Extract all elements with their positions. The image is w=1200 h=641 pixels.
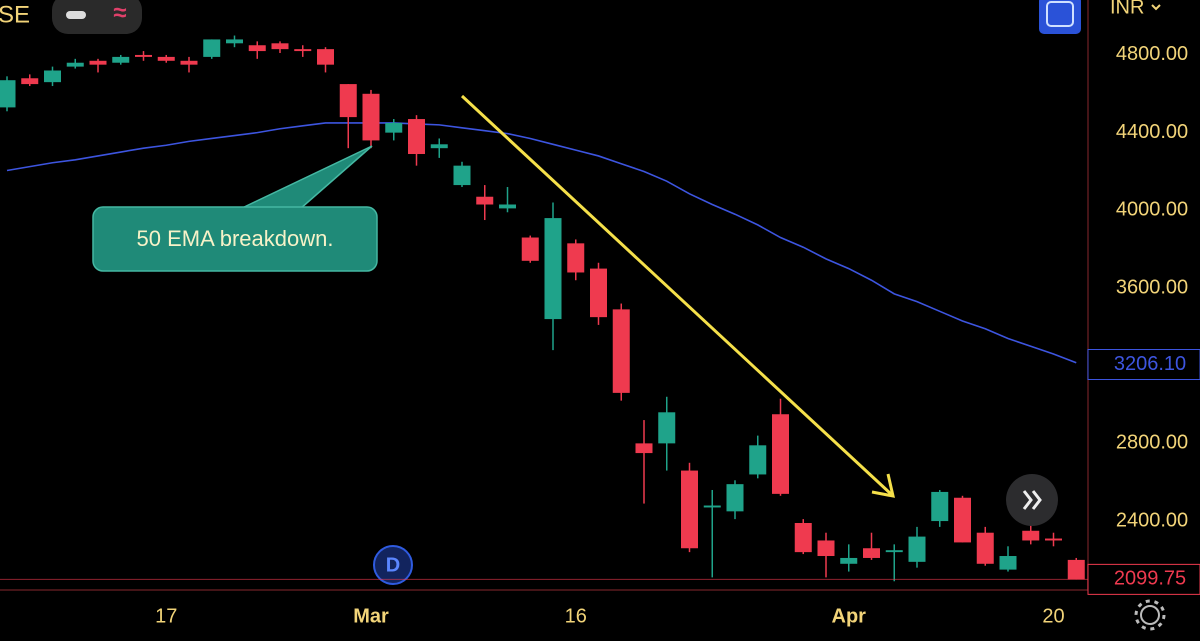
candle-body: [44, 70, 61, 83]
candle-body: [794, 522, 812, 553]
candle-body: [112, 56, 130, 63]
candle-body: [521, 237, 539, 261]
candle-body: [590, 268, 607, 318]
candle-body: [66, 62, 84, 67]
fullscreen-button[interactable]: [1039, 0, 1081, 34]
callout-box: [92, 206, 378, 272]
candle-body: [544, 218, 562, 320]
currency-chevron: [1151, 4, 1161, 11]
candle-body: [271, 43, 289, 50]
candle-body: [817, 540, 835, 557]
ema-price-box: [1087, 349, 1200, 381]
y-tick-label: 2800.00: [1116, 432, 1188, 454]
candle-body: [0, 80, 16, 108]
ema-price-label: 3206.10: [1114, 353, 1186, 375]
toggle-icon: [66, 11, 86, 19]
candle-body: [703, 505, 721, 508]
candle-body: [954, 497, 971, 543]
candle-body: [362, 93, 380, 141]
candle-body: [248, 45, 266, 52]
fullscreen-icon: [1046, 1, 1074, 27]
currency[interactable]: INR: [1110, 0, 1144, 18]
candle-body: [635, 443, 653, 454]
y-tick-label: 4400.00: [1116, 121, 1188, 143]
candle-body: [976, 532, 994, 564]
y-tick-label: 3600.00: [1116, 276, 1188, 298]
interval-label: D: [386, 554, 400, 576]
candle-body: [885, 550, 903, 553]
candle-body: [21, 78, 39, 85]
candle-body: [385, 122, 403, 133]
candle-body: [681, 470, 698, 549]
candle-body: [726, 484, 744, 512]
y-tick-label: 4000.00: [1116, 199, 1188, 221]
candle-body: [1067, 559, 1085, 580]
candle-body: [1022, 530, 1040, 541]
candle-body: [772, 414, 789, 494]
ticker: SE: [0, 1, 30, 28]
candle-body: [203, 39, 221, 57]
candle-body: [999, 556, 1017, 570]
candle-body: [840, 557, 858, 564]
candle-body: [339, 84, 357, 118]
candle-body: [89, 60, 107, 65]
candle-body: [157, 56, 175, 61]
candle-body: [567, 243, 585, 273]
plot-area: [0, 35, 1085, 582]
settings-teeth: [1134, 599, 1166, 631]
candle-body: [226, 39, 243, 44]
candle-body: [135, 54, 152, 57]
candle-body: [1045, 538, 1062, 541]
toggle-pill[interactable]: [52, 0, 142, 34]
trend-arrow-head: [871, 473, 895, 498]
last-price-label: 2099.75: [1114, 568, 1186, 590]
candle-body: [749, 445, 767, 475]
x-tick-label: 17: [155, 605, 177, 627]
candle-body: [408, 119, 425, 155]
x-tick-label: Mar: [353, 605, 389, 627]
candle-body: [658, 412, 676, 444]
scroll-icon: [1031, 490, 1042, 510]
y-tick-label: 4800.00: [1116, 43, 1188, 65]
callout-text: 50 EMA breakdown.: [137, 226, 334, 251]
y-tick-label: 2400.00: [1116, 509, 1188, 531]
trend-arrow: [460, 94, 893, 496]
candle-body: [908, 536, 926, 562]
x-tick-label: 20: [1042, 605, 1064, 627]
candle-body: [317, 49, 334, 65]
x-tick-label: 16: [565, 605, 587, 627]
candle-body: [180, 60, 198, 65]
candle-body: [931, 491, 949, 522]
x-tick-label: Apr: [832, 605, 867, 627]
scroll-icon: [1022, 490, 1033, 510]
wave-icon: ≈: [113, 0, 126, 26]
candle-body: [430, 144, 448, 149]
candle-body: [499, 204, 516, 209]
settings-button[interactable]: [1140, 605, 1160, 625]
candle-body: [612, 309, 630, 393]
last-price-box: [1087, 563, 1200, 595]
ema-line: [6, 122, 1077, 364]
candle-body: [476, 196, 494, 205]
candle-body: [863, 548, 880, 558]
interval-badge[interactable]: [373, 545, 413, 585]
candle-body: [453, 165, 471, 186]
candle-body: [294, 49, 312, 52]
